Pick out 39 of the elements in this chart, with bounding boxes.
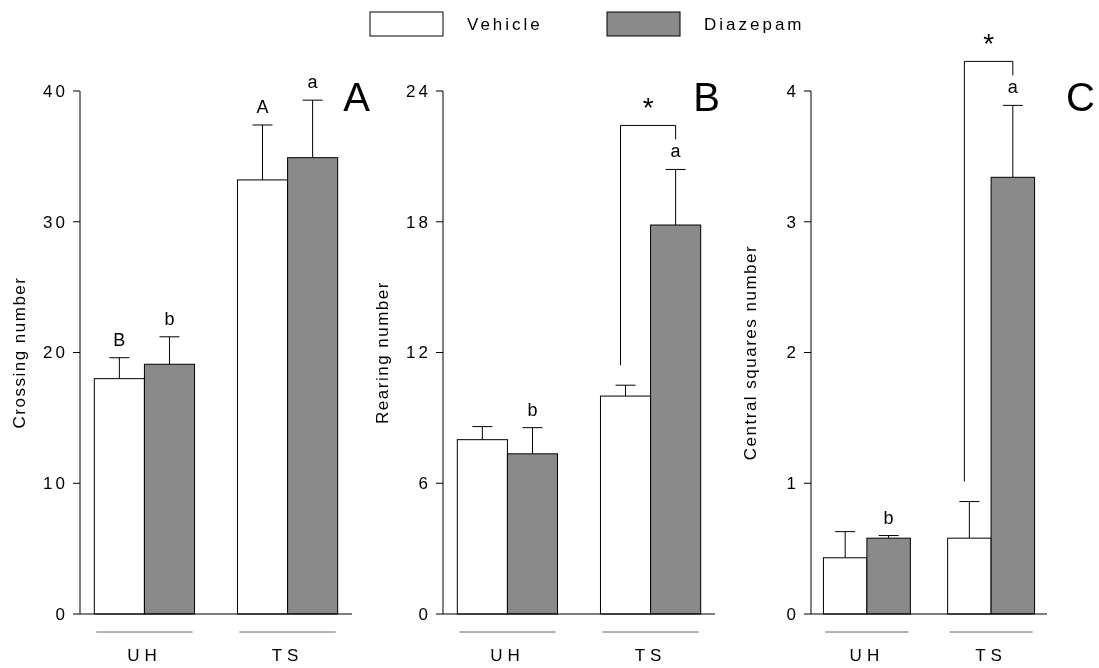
y-tick-label: 24 (406, 81, 431, 101)
y-tick-label: 4 (786, 81, 799, 101)
annotation: a (670, 141, 682, 162)
y-tick-label: 18 (406, 212, 431, 232)
chart-title: A (343, 75, 371, 119)
annotation: a (307, 72, 319, 93)
x-tick-label: UH (490, 646, 525, 665)
y-tick-label: 0 (418, 604, 431, 624)
y-tick-label: 2 (786, 343, 799, 363)
y-axis-title: Central squares number (741, 244, 760, 461)
y-tick-label: 20 (43, 343, 68, 363)
y-tick-label: 40 (43, 81, 68, 101)
annotation: A (256, 97, 269, 117)
x-tick-label: TS (271, 646, 304, 665)
annotation: b (883, 507, 894, 528)
text: * (983, 28, 995, 60)
y-tick-label: 30 (43, 212, 68, 232)
annotation: b (164, 308, 175, 329)
y-tick-label: 3 (786, 212, 799, 232)
y-tick-label: 12 (406, 343, 431, 363)
y-tick-label: 0 (786, 604, 799, 624)
x-tick-label: TS (634, 646, 667, 665)
x-tick-label: UH (849, 646, 885, 665)
legend-label: Vehicle (467, 14, 543, 34)
annotation: B (113, 329, 126, 350)
chart-title: C (1066, 75, 1095, 119)
y-tick-label: 6 (418, 474, 431, 494)
chart-title: B (693, 75, 720, 119)
legend-label: Diazepam (704, 14, 805, 34)
y-tick-label: 10 (43, 474, 68, 494)
annotation: b (527, 399, 538, 420)
y-axis-title: Rearing number (373, 281, 392, 424)
y-tick-label: 1 (786, 474, 799, 494)
y-axis-title: Crossing number (10, 276, 29, 429)
y-tick-label: 0 (55, 604, 68, 624)
x-tick-label: UH (127, 646, 162, 665)
x-tick-label: TS (975, 646, 1007, 665)
annotation: * (642, 92, 654, 124)
annotation: a (1007, 77, 1019, 98)
